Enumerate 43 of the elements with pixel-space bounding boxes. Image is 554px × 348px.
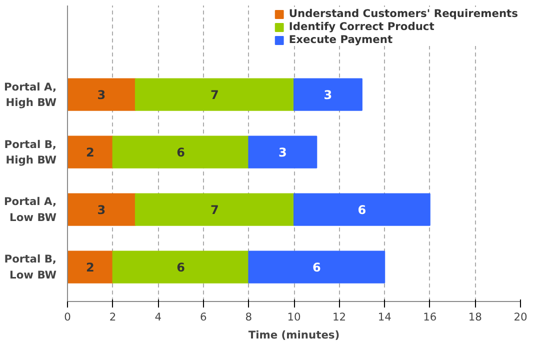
data-label: 6 [312,260,321,275]
bar [248,250,386,284]
y-tick-label: Portal B, High BW [4,138,57,166]
data-label: 6 [358,203,366,218]
x-tick-label: 2 [109,310,116,324]
x-tick-label: 20 [514,310,528,324]
legend-label: Identify Correct Product [288,20,434,33]
y-tick-label: Portal A, Low BW [4,195,57,224]
bar [68,250,114,284]
data-label: 7 [210,88,219,102]
data-label: 6 [176,146,185,160]
x-tick-label: 18 [468,310,482,324]
bar [112,250,250,284]
x-tick-label: 16 [423,310,437,324]
x-tick-label: 0 [64,310,72,324]
bar [68,78,136,111]
data-label: 2 [86,260,94,275]
legend-label: Execute Payment [288,33,393,46]
data-label: 3 [97,203,106,218]
bar [294,78,362,111]
bar [68,136,114,168]
x-tick-label: 4 [154,310,162,324]
y-tick-label: Portal A, High BW [4,80,57,109]
data-label: 3 [324,88,332,102]
x-axis-title: Time (minutes) [248,328,340,342]
bar [112,136,250,168]
data-label: 2 [86,146,94,160]
x-tick-label: 14 [378,310,392,324]
bar [294,193,430,226]
data-label: 3 [97,88,106,102]
bar [248,136,318,168]
x-tick-label: 10 [287,310,301,324]
x-tick-label: 6 [200,310,208,324]
data-label: 3 [278,146,287,160]
x-tick-label: 8 [245,310,252,324]
bar [134,193,294,226]
legend-label: Understand Customers' Requirements [288,7,518,20]
y-tick-label: Portal B, Low BW [4,252,57,282]
bar [68,193,136,226]
bar [134,78,294,111]
data-label: 7 [210,203,219,218]
x-tick-label: 12 [332,310,346,324]
data-label: 6 [176,260,185,275]
